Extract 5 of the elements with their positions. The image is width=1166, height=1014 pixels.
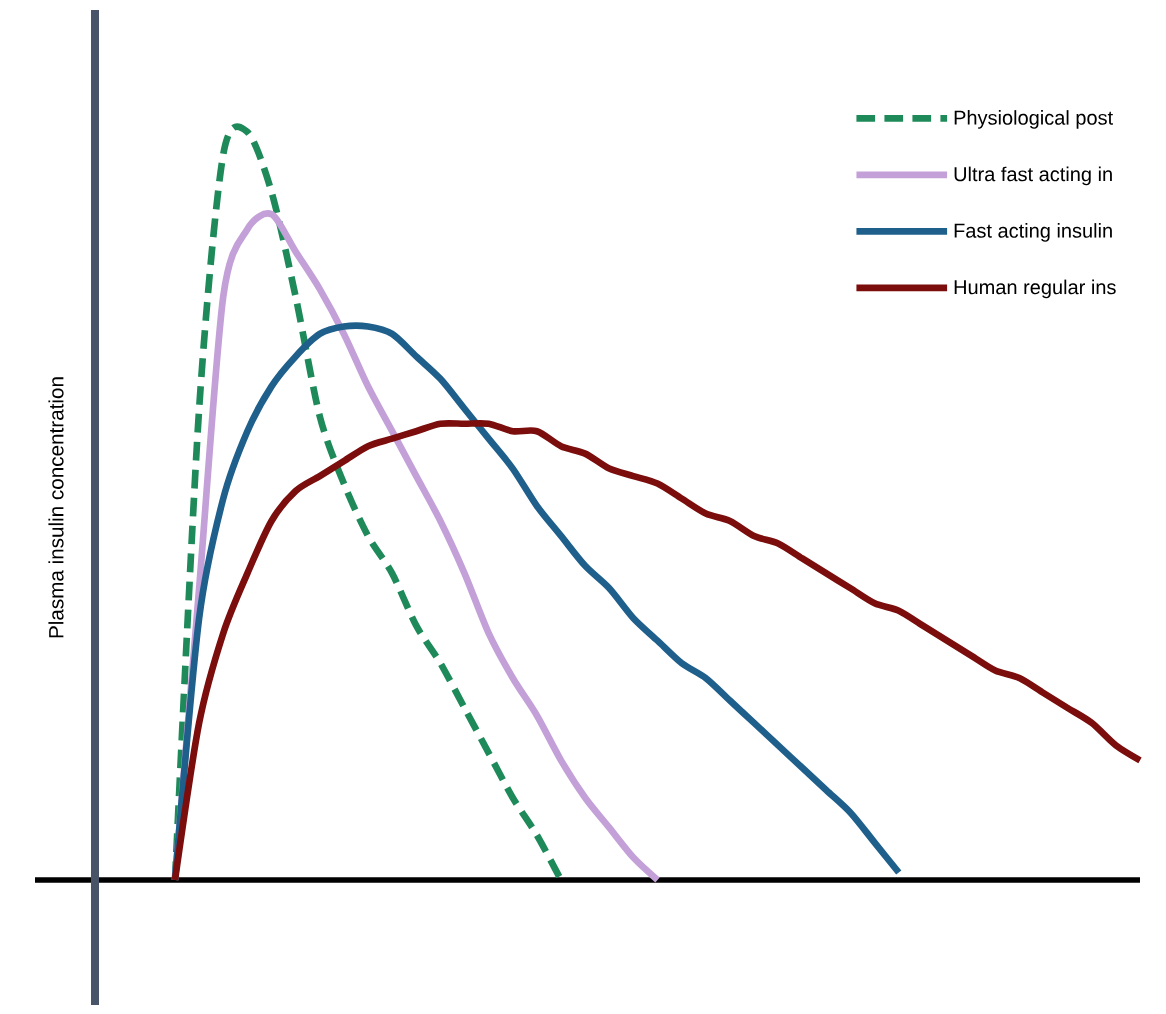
- legend-label: Physiological post: [954, 110, 1113, 129]
- y-axis-title: Plasma insulin concentration: [48, 377, 64, 638]
- legend-label: Human regular ins: [954, 279, 1116, 299]
- legend-label: Fast acting insulin: [954, 223, 1112, 242]
- legend-label: Ultra fast acting in: [954, 166, 1112, 186]
